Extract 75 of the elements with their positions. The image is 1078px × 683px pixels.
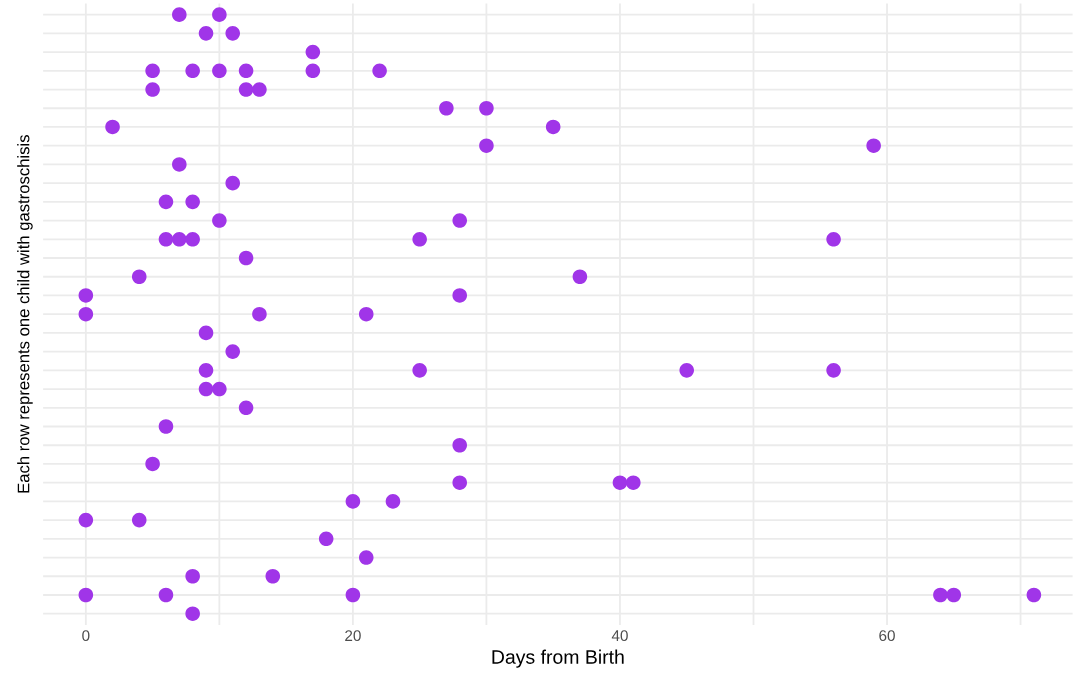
point <box>626 475 641 490</box>
point <box>78 587 94 603</box>
point <box>238 63 254 79</box>
point <box>145 456 160 472</box>
point <box>225 175 241 191</box>
y-axis-title: Each row represents one child with gastroschisis <box>17 135 33 493</box>
point <box>78 306 94 322</box>
point <box>345 587 361 603</box>
point <box>198 26 214 41</box>
point <box>238 400 254 416</box>
point <box>185 568 200 584</box>
point <box>158 232 174 247</box>
point <box>412 232 427 247</box>
point <box>318 531 334 547</box>
point <box>212 63 227 79</box>
x-tick-label: 60 <box>879 630 895 642</box>
point <box>172 232 187 247</box>
point <box>439 100 454 116</box>
point <box>158 419 174 434</box>
point <box>479 138 494 153</box>
point <box>252 306 267 322</box>
point <box>265 568 281 584</box>
point <box>545 119 561 135</box>
point <box>198 325 214 341</box>
point <box>131 512 147 528</box>
point <box>238 82 254 97</box>
point <box>452 437 468 453</box>
x-tick-label: 0 <box>82 630 90 642</box>
point <box>158 587 174 603</box>
point <box>105 119 120 135</box>
point <box>452 288 468 303</box>
point <box>572 269 588 285</box>
point <box>452 213 468 228</box>
point <box>1026 587 1042 603</box>
point <box>305 44 321 60</box>
point <box>479 100 494 116</box>
point <box>78 288 94 303</box>
point <box>185 232 200 247</box>
point <box>131 269 147 285</box>
point <box>212 213 227 228</box>
point <box>185 194 200 210</box>
point <box>185 606 200 621</box>
point <box>252 82 267 97</box>
point <box>172 157 187 172</box>
point <box>826 363 841 378</box>
point <box>238 250 254 266</box>
point <box>145 82 160 97</box>
point <box>225 344 241 359</box>
point <box>866 138 881 153</box>
point <box>305 63 321 79</box>
point <box>358 306 374 322</box>
point <box>385 494 401 509</box>
point <box>212 7 227 22</box>
point <box>78 512 94 528</box>
point <box>826 232 841 247</box>
point <box>145 63 160 79</box>
point <box>212 381 227 397</box>
point <box>358 550 374 565</box>
point <box>198 363 214 378</box>
point <box>612 475 628 490</box>
x-tick-label: 20 <box>345 630 361 642</box>
point <box>158 194 174 210</box>
point <box>372 63 387 79</box>
point <box>933 587 948 603</box>
x-tick-label: 40 <box>611 630 628 642</box>
point <box>185 63 200 79</box>
x-axis-title: Days from Birth <box>492 649 624 668</box>
point <box>225 26 241 41</box>
point <box>412 363 427 378</box>
point <box>679 363 694 378</box>
point <box>172 7 187 22</box>
point <box>198 381 214 397</box>
point <box>345 494 361 509</box>
point <box>452 475 468 490</box>
point <box>946 587 962 603</box>
